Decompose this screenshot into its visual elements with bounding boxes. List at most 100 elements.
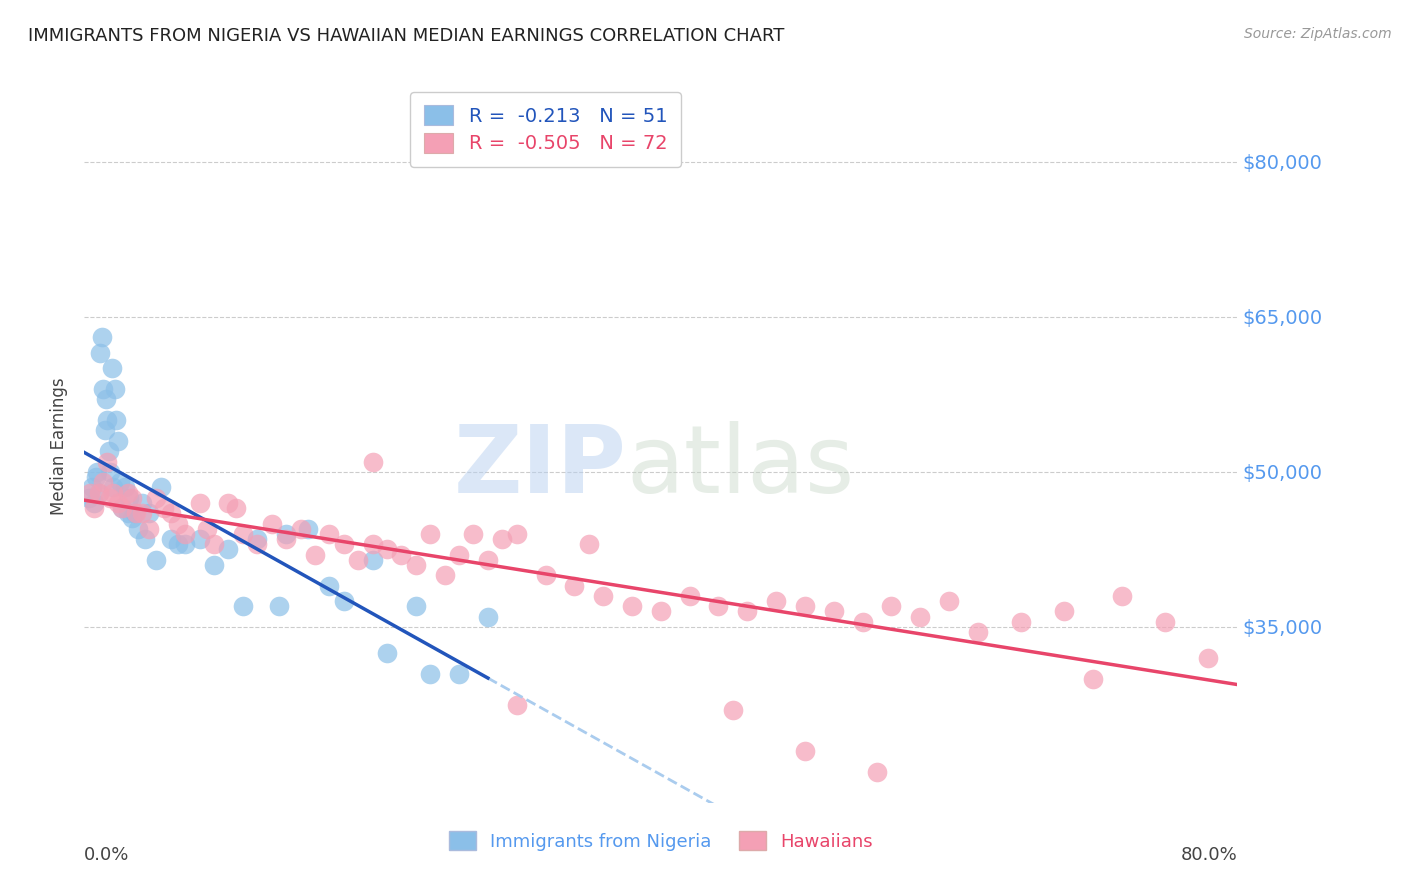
Point (910, 609, 932, 624)
Point (117, 485, 139, 500)
Point (297, 522, 319, 536)
Point (225, 501, 247, 516)
Text: IMMIGRANTS FROM NIGERIA VS HAWAIIAN MEDIAN EARNINGS CORRELATION CHART: IMMIGRANTS FROM NIGERIA VS HAWAIIAN MEDI… (28, 27, 785, 45)
Point (866, 764, 889, 779)
Text: 80.0%: 80.0% (1181, 846, 1237, 863)
Point (347, 553, 370, 567)
Point (433, 568, 456, 582)
Point (391, 548, 413, 562)
Point (880, 599, 903, 614)
Point (1154, 615, 1177, 629)
Point (938, 594, 960, 608)
Point (765, 594, 787, 608)
Point (89, 346, 111, 360)
Point (721, 703, 744, 717)
Point (333, 537, 356, 551)
Point (83, 496, 105, 510)
Point (80, 480, 103, 494)
Point (621, 599, 644, 614)
Point (361, 454, 384, 468)
Point (110, 475, 132, 490)
Point (276, 532, 298, 546)
Point (174, 527, 197, 541)
Point (77, 491, 100, 505)
Point (1010, 615, 1032, 629)
Point (967, 625, 990, 640)
Point (107, 496, 129, 510)
Point (290, 522, 312, 536)
Point (134, 532, 156, 546)
Legend: Immigrants from Nigeria, Hawaiians: Immigrants from Nigeria, Hawaiians (441, 824, 880, 858)
Point (152, 501, 174, 516)
Point (138, 522, 160, 536)
Point (131, 496, 153, 510)
Point (477, 553, 499, 567)
Point (578, 537, 600, 551)
Point (160, 506, 183, 520)
Point (98, 491, 121, 505)
Point (86, 465, 108, 479)
Point (202, 537, 225, 551)
Point (276, 527, 298, 541)
Point (79, 485, 101, 500)
Point (419, 527, 441, 541)
Point (232, 599, 254, 614)
Point (679, 589, 702, 603)
Point (167, 537, 190, 551)
Point (361, 553, 384, 567)
Point (202, 558, 225, 572)
Point (267, 599, 290, 614)
Point (100, 361, 122, 376)
Point (114, 480, 136, 494)
Point (105, 413, 128, 427)
Point (149, 480, 172, 494)
Point (477, 609, 499, 624)
Point (737, 605, 759, 619)
Point (405, 599, 427, 614)
Point (1198, 651, 1220, 665)
Point (111, 501, 134, 516)
Point (260, 516, 283, 531)
Point (794, 599, 817, 614)
Point (121, 511, 143, 525)
Point (104, 382, 127, 396)
Point (318, 579, 340, 593)
Point (90, 330, 112, 344)
Point (145, 491, 167, 505)
Text: Source: ZipAtlas.com: Source: ZipAtlas.com (1244, 27, 1392, 41)
Point (103, 480, 124, 494)
Point (96, 454, 118, 468)
Point (1053, 605, 1076, 619)
Point (111, 501, 134, 516)
Point (124, 506, 146, 520)
Point (145, 553, 167, 567)
Point (103, 485, 124, 500)
Point (218, 496, 240, 510)
Point (188, 496, 211, 510)
Point (83, 501, 105, 516)
Point (160, 532, 183, 546)
Point (564, 579, 586, 593)
Point (707, 599, 730, 614)
Point (138, 506, 160, 520)
Point (218, 542, 240, 557)
Text: ZIP: ZIP (453, 421, 626, 514)
Point (118, 491, 141, 505)
Point (121, 491, 143, 505)
Point (361, 537, 384, 551)
Point (125, 506, 148, 520)
Point (195, 522, 218, 536)
Point (93, 424, 115, 438)
Point (794, 744, 817, 758)
Point (94, 392, 117, 407)
Text: 0.0%: 0.0% (84, 846, 129, 863)
Point (107, 434, 129, 448)
Point (127, 522, 149, 536)
Point (1083, 672, 1105, 686)
Point (419, 666, 441, 681)
Point (405, 558, 427, 572)
Point (1111, 589, 1133, 603)
Point (318, 527, 340, 541)
Point (87, 485, 110, 500)
Point (463, 527, 485, 541)
